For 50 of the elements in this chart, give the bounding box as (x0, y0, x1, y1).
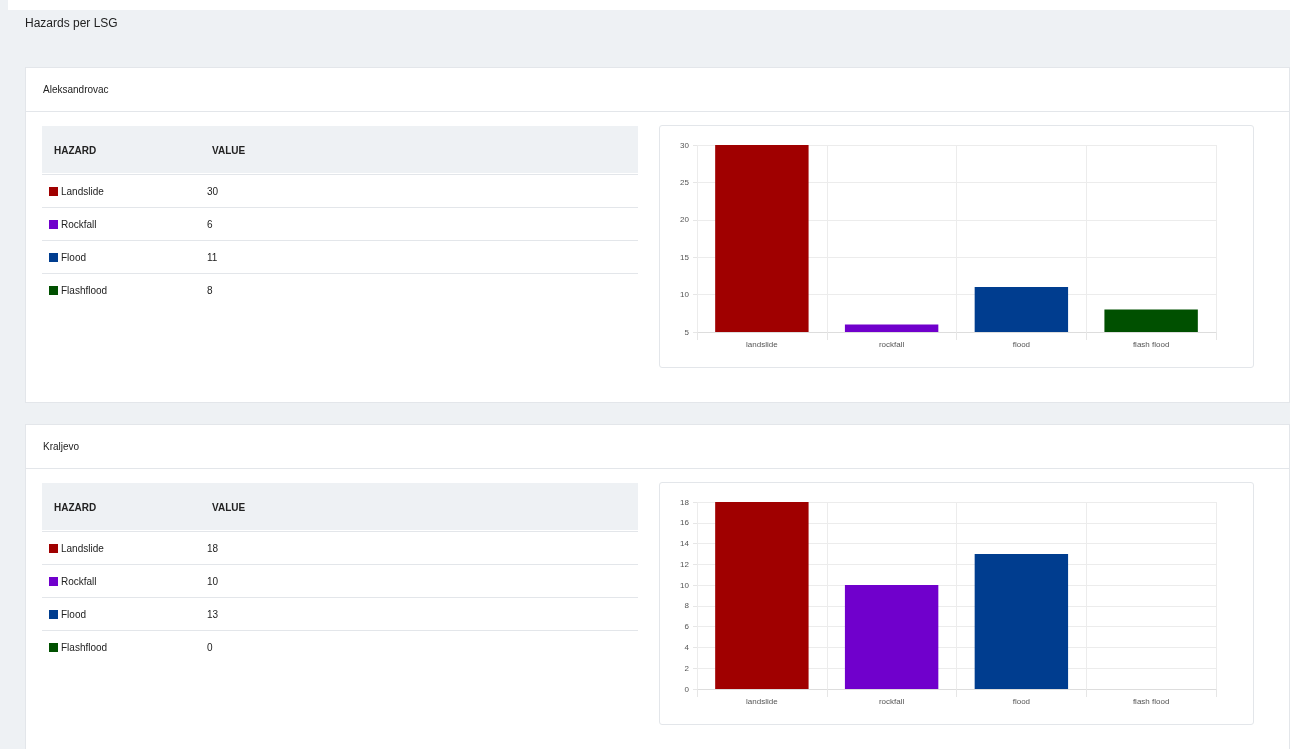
y-tick-label: 4 (684, 642, 690, 652)
category-label: Rockfall (42, 207, 200, 241)
y-tick-label: 2 (684, 663, 690, 673)
x-tick-label: rockfall (878, 696, 905, 706)
text: HAZARD (53, 143, 98, 158)
category-label: Landslide (42, 531, 200, 565)
y-tick-label: 25 (680, 177, 690, 187)
y-tick-label: 12 (680, 559, 690, 569)
bar (715, 502, 809, 689)
y-tick-label: 10 (680, 580, 690, 590)
data-label: 6 (200, 207, 638, 241)
y-tick-label: 5 (684, 327, 690, 337)
data-label: 30 (200, 174, 638, 208)
x-tick-label: rockfall (878, 339, 905, 349)
x-tick-label: flood (1012, 339, 1031, 349)
category-label: Flashflood (42, 630, 200, 663)
data-label: 8 (200, 273, 638, 306)
data-label: 11 (200, 240, 638, 274)
y-tick-label: 0 (684, 684, 690, 694)
x-tick-label: flash flood (1132, 339, 1170, 349)
text: HAZARD (53, 500, 98, 515)
text: VALUE (211, 500, 247, 515)
y-tick-label: 6 (684, 622, 690, 632)
category-label: Rockfall (42, 564, 200, 598)
y-tick-label: 14 (680, 539, 690, 549)
y-tick-label: 20 (680, 215, 690, 225)
category-label: Flood (42, 240, 200, 274)
text: Aleksandrovac (43, 84, 109, 95)
text: Kraljevo (43, 441, 80, 452)
y-tick-label: 16 (680, 518, 690, 528)
bar (844, 585, 939, 689)
category-label: Flashflood (42, 273, 200, 306)
text: Hazards per LSG (25, 16, 118, 30)
bar (974, 553, 1069, 689)
data-label: 18 (200, 531, 638, 565)
x-tick-label: landslide (746, 339, 779, 349)
data-label: 13 (200, 597, 638, 631)
x-tick-label: flood (1012, 696, 1031, 706)
data-label: 10 (200, 564, 638, 598)
category-label: Landslide (42, 174, 200, 208)
data-label: 0 (200, 630, 638, 663)
category-label: Flood (42, 597, 200, 631)
y-tick-label: 8 (684, 601, 690, 611)
y-tick-label: 10 (680, 290, 690, 300)
y-tick-label: 15 (680, 252, 690, 262)
y-tick-label: 18 (680, 497, 690, 507)
x-tick-label: flash flood (1132, 696, 1170, 706)
text: VALUE (211, 143, 247, 158)
x-tick-label: landslide (746, 696, 779, 706)
y-tick-label: 30 (680, 140, 690, 150)
